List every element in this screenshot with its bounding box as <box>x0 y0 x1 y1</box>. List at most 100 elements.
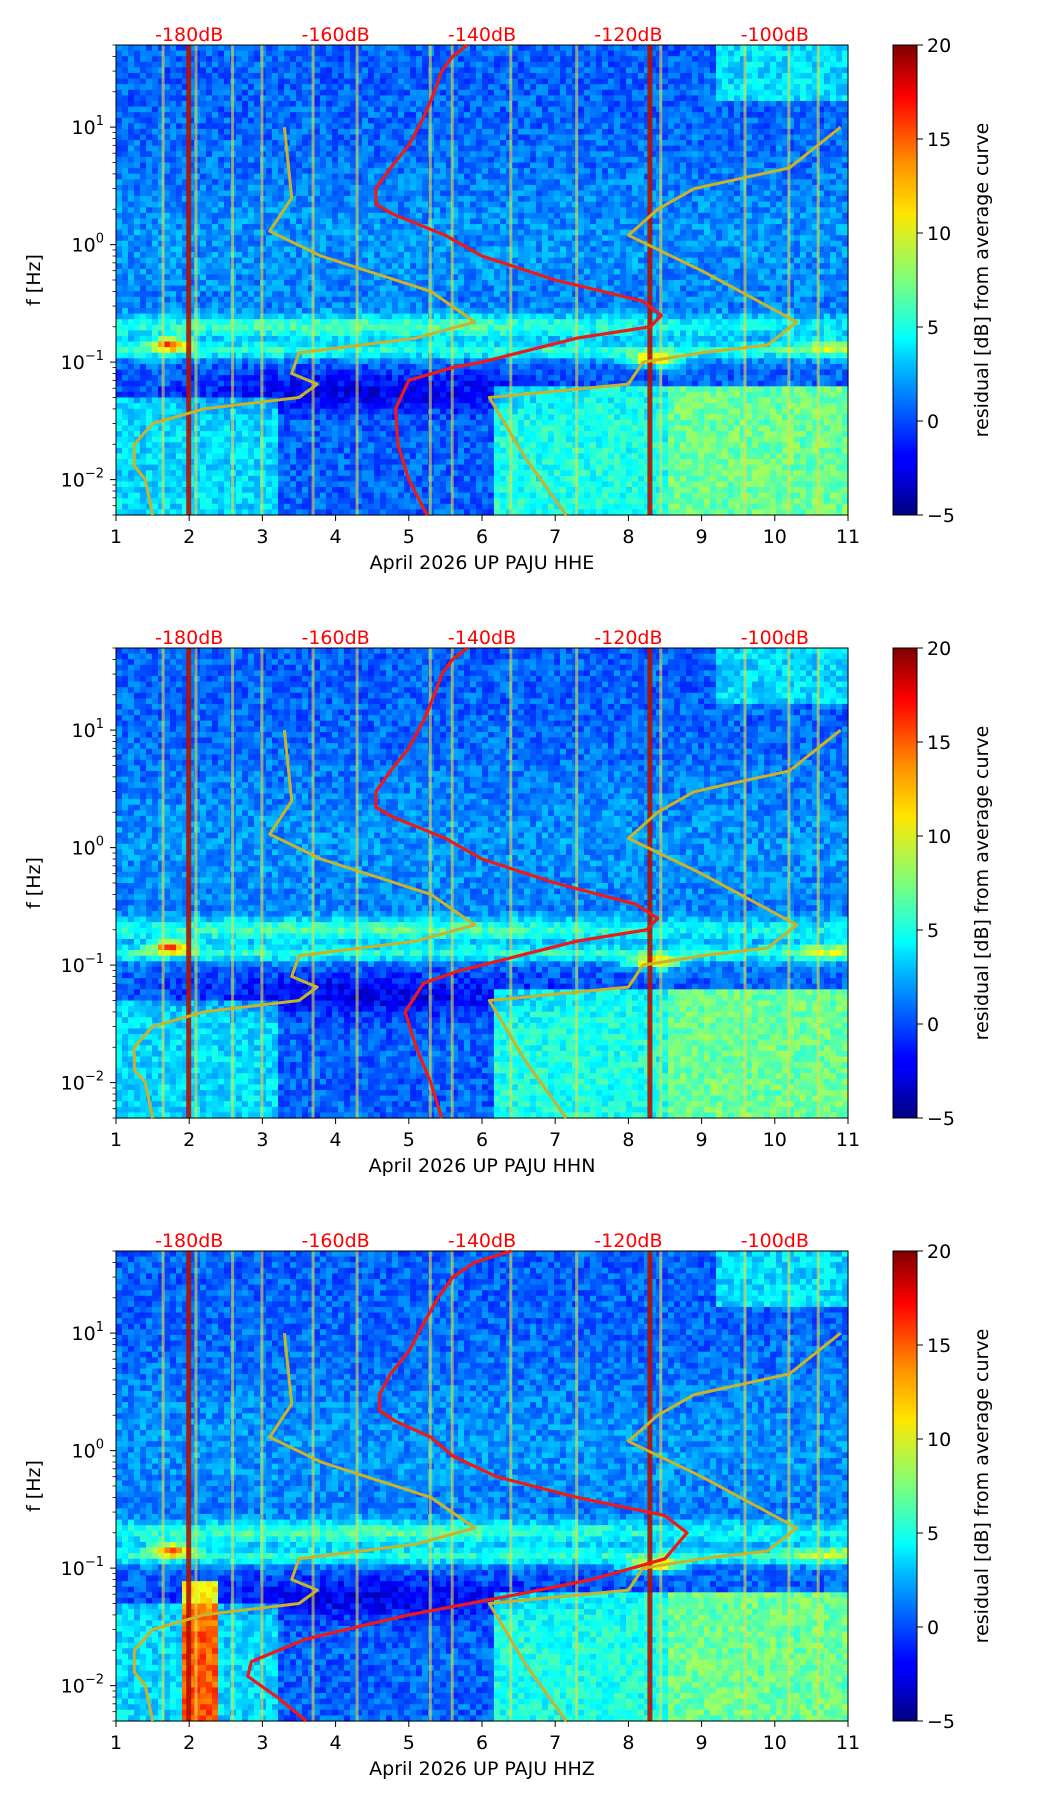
x-tick-label: 8 <box>622 1732 634 1754</box>
x-tick-label: 9 <box>696 1732 708 1754</box>
colorbar-tick-label: −5 <box>927 1108 955 1130</box>
x-tick-label: 5 <box>403 1732 415 1754</box>
colorbar <box>892 44 918 516</box>
event-stripe <box>787 648 791 1118</box>
low-noise-model-curve <box>132 1332 477 1722</box>
x-tick-label: 6 <box>476 1129 488 1151</box>
event-stripe <box>231 1251 235 1721</box>
event-stripe <box>816 648 820 1118</box>
colorbar-label: residual [dB] from average curve <box>971 726 993 1041</box>
event-stripe <box>355 45 359 515</box>
y-tick-label: 100 <box>72 1438 104 1463</box>
db-scale-label: -180dB <box>155 627 223 649</box>
colorbar-tick-label: 10 <box>927 826 951 848</box>
event-stripe <box>659 648 663 1118</box>
colorbar-tick-label: 15 <box>927 732 951 754</box>
y-tick-label: 100 <box>72 232 104 257</box>
event-stripe <box>231 648 235 1118</box>
y-tick-label: 100 <box>72 835 104 860</box>
x-tick-label: 11 <box>836 1129 860 1151</box>
y-tick-label: 101 <box>72 717 104 742</box>
x-tick-label: 5 <box>403 526 415 548</box>
db-scale-label: -160dB <box>301 627 369 649</box>
db-scale-label: -100dB <box>741 24 809 46</box>
x-tick-label: 8 <box>622 1129 634 1151</box>
y-axis-title: f [Hz] <box>23 857 45 909</box>
event-stripe <box>311 648 315 1118</box>
heatmap-cells <box>116 648 849 1119</box>
x-tick-label: 10 <box>763 1732 787 1754</box>
event-stripe <box>311 1251 315 1721</box>
event-stripe <box>260 1251 264 1721</box>
y-tick-label: 101 <box>72 114 104 139</box>
average-psd-curve <box>374 43 663 516</box>
event-stripe <box>194 648 198 1118</box>
colorbar-tick-label: 20 <box>927 638 951 660</box>
x-tick-label: 10 <box>763 1129 787 1151</box>
x-tick-label: 9 <box>696 526 708 548</box>
high-noise-model-curve <box>487 1331 842 1722</box>
db-scale-label: -100dB <box>741 1230 809 1252</box>
event-stripe <box>186 45 192 515</box>
x-tick-label: 11 <box>836 526 860 548</box>
x-tick-label: 2 <box>183 1129 195 1151</box>
event-stripe <box>659 1251 663 1721</box>
y-tick-label: 10−1 <box>61 1555 104 1580</box>
db-scale-label: -180dB <box>155 24 223 46</box>
event-stripe <box>450 648 454 1118</box>
event-stripe <box>161 45 165 515</box>
x-tick-label: 6 <box>476 526 488 548</box>
event-stripe <box>311 45 315 515</box>
event-stripe <box>509 648 513 1118</box>
colorbar-label: residual [dB] from average curve <box>971 1329 993 1644</box>
db-scale-label: -140dB <box>448 24 516 46</box>
colorbar-tick-label: −5 <box>927 505 955 527</box>
db-scale-label: -180dB <box>155 1230 223 1252</box>
db-scale-label: -120dB <box>594 1230 662 1252</box>
colorbar-label: residual [dB] from average curve <box>971 123 993 438</box>
event-stripe <box>575 648 579 1118</box>
colorbar <box>892 1250 918 1722</box>
event-stripe <box>355 1251 359 1721</box>
event-stripe <box>787 1251 791 1721</box>
colorbar-tick-label: 5 <box>927 920 939 942</box>
event-stripe <box>450 1251 454 1721</box>
event-stripe <box>816 1251 820 1721</box>
event-stripe <box>194 45 198 515</box>
db-scale-label: -140dB <box>448 627 516 649</box>
db-scale-label: -140dB <box>448 1230 516 1252</box>
x-tick-label: 7 <box>549 1129 561 1151</box>
db-scale-label: -120dB <box>594 24 662 46</box>
x-tick-label: 1 <box>110 1732 122 1754</box>
x-tick-label: 4 <box>330 526 342 548</box>
colorbar <box>892 647 918 1119</box>
high-noise-model-curve <box>487 728 842 1119</box>
event-stripe <box>231 45 235 515</box>
colorbar-tick-label: 20 <box>927 35 951 57</box>
event-stripe <box>647 45 653 515</box>
event-stripe <box>575 1251 579 1721</box>
y-tick-label: 10−1 <box>61 349 104 374</box>
x-tick-label: 7 <box>549 1732 561 1754</box>
x-tick-label: 2 <box>183 1732 195 1754</box>
x-tick-label: 7 <box>549 526 561 548</box>
db-scale-label: -100dB <box>741 627 809 649</box>
x-tick-label: 3 <box>256 1732 268 1754</box>
colorbar-tick-label: 5 <box>927 1523 939 1545</box>
high-noise-model-curve <box>487 125 842 516</box>
event-stripe <box>260 45 264 515</box>
event-stripe <box>186 648 192 1118</box>
x-tick-label: 5 <box>403 1129 415 1151</box>
heatmap-cells <box>116 45 849 516</box>
x-tick-label: 3 <box>256 526 268 548</box>
event-stripe <box>428 1251 432 1721</box>
average-psd-curve <box>374 646 660 1119</box>
event-stripe <box>509 1251 513 1721</box>
x-tick-label: 9 <box>696 1129 708 1151</box>
event-stripe <box>428 45 432 515</box>
average-psd-curve <box>246 1249 689 1723</box>
event-stripe <box>787 45 791 515</box>
colorbar-tick-label: 10 <box>927 223 951 245</box>
x-tick-label: 3 <box>256 1129 268 1151</box>
event-stripe <box>355 648 359 1118</box>
